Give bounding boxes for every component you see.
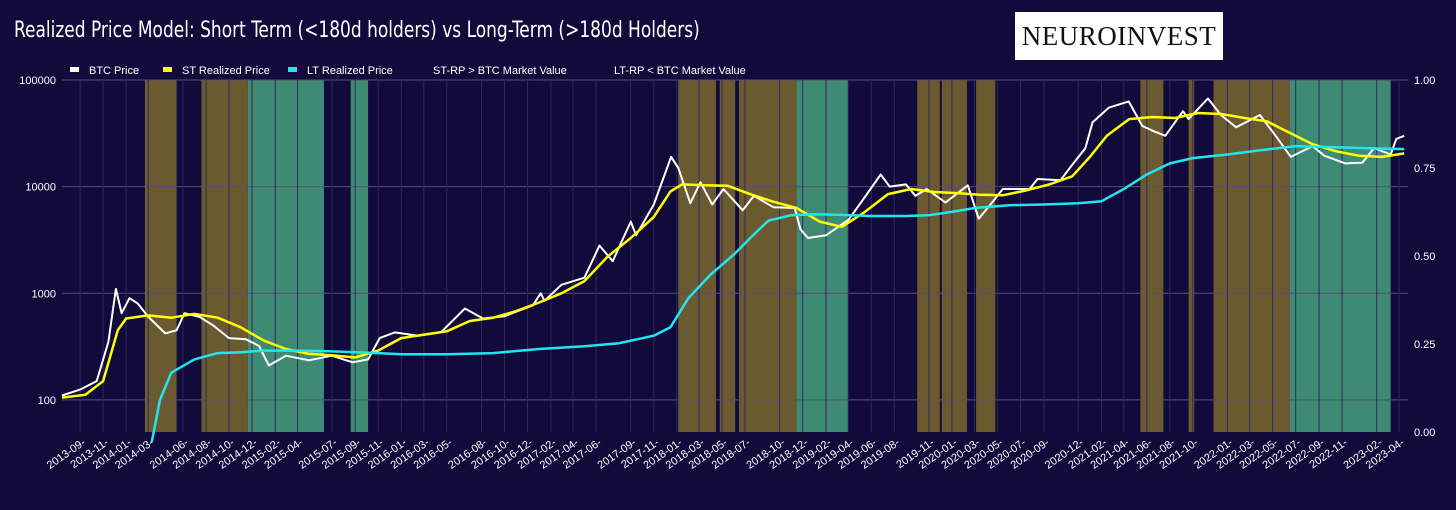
legend-swatch: [288, 67, 297, 72]
gridlines: [62, 79, 1408, 432]
st-rp-above-region: [719, 80, 736, 432]
y2-tick-label: 0.75: [1414, 163, 1435, 175]
y-tick-label: 100: [38, 395, 56, 407]
y2-tick-label: 1.00: [1414, 75, 1435, 87]
y-tick-label: 1000: [32, 288, 56, 300]
st-rp-above-region: [738, 80, 797, 432]
series-line-st-realized-price: [61, 111, 1405, 399]
legend-label: LT Realized Price: [307, 65, 393, 77]
series-lines: [61, 97, 1405, 443]
lt-rp-below-region: [1289, 80, 1361, 432]
legend-label: BTC Price: [89, 65, 139, 77]
legend-label: ST Realized Price: [182, 65, 270, 77]
legend-label: LT-RP < BTC Market Value: [614, 65, 746, 77]
st-rp-above-region: [201, 80, 248, 432]
legend-swatch: [70, 67, 79, 72]
lt-rp-below-region: [350, 80, 369, 432]
chart-title: Realized Price Model: Short Term (<180d …: [14, 18, 700, 43]
legend-label: ST-RP > BTC Market Value: [433, 65, 567, 77]
st-rp-above-region: [144, 80, 177, 432]
lt-rp-below-region: [796, 80, 849, 432]
lt-rp-below-region: [247, 80, 324, 432]
y2-tick-label: 0.25: [1414, 339, 1435, 351]
legend: BTC Price ST Realized Price LT Realized Pr…: [70, 65, 746, 77]
st-rp-above-region: [976, 80, 996, 432]
series-line-lt-realized-price: [150, 144, 1405, 443]
st-rp-above-region: [1188, 80, 1195, 432]
st-rp-above-region: [941, 80, 967, 432]
st-rp-above-region: [678, 80, 716, 432]
y2-tick-label: 0.00: [1414, 427, 1435, 439]
legend-swatch: [163, 67, 172, 72]
neuroinvest-logo: NEUROINVEST: [1015, 12, 1223, 60]
st-rp-above-region: [1213, 80, 1290, 432]
series-line-btc-price: [61, 97, 1405, 397]
y-tick-label: 10000: [25, 182, 56, 194]
y2-tick-label: 0.50: [1414, 251, 1435, 263]
y-tick-label: 100000: [19, 75, 56, 87]
lt-rp-below-region: [1360, 80, 1391, 432]
